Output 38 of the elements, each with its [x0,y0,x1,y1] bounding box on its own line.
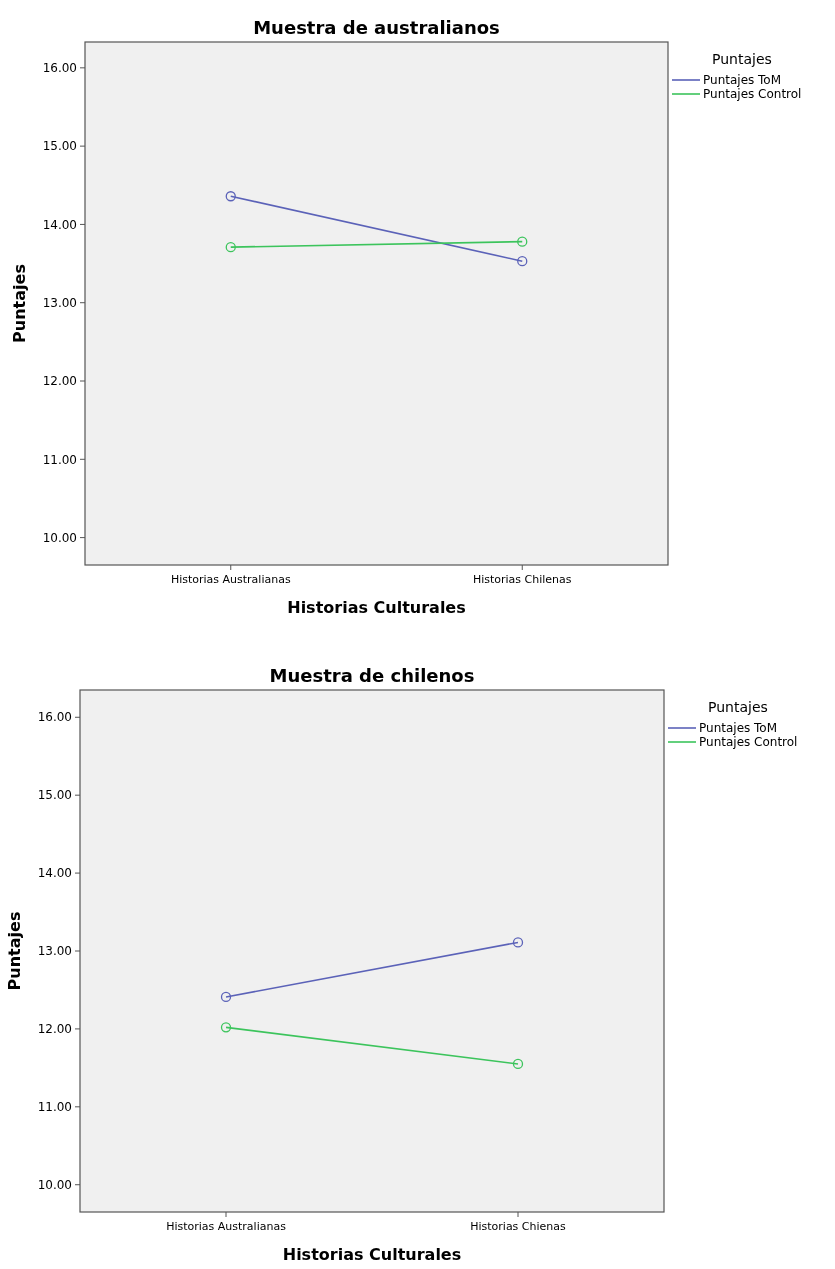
x-tick-label: Historias Chienas [470,1220,567,1233]
x-axis-title: Historias Culturales [287,598,466,617]
legend-label: Puntajes Control [703,87,802,102]
y-tick-label: 16.00 [37,710,72,725]
x-tick-label: Historias Australianas [166,1220,287,1233]
point [517,256,528,267]
y-axis-title: Puntajes [10,264,29,343]
y-tick-label: 14.00 [37,866,72,881]
point [225,241,236,253]
point [220,991,232,1003]
y-tick-label: 12.00 [42,374,77,389]
y-tick-label: 10.00 [37,1177,72,1192]
point [220,1022,232,1033]
legend-title: Puntajes [712,51,772,67]
y-tick-label: 12.00 [37,1022,72,1037]
y-tick-label: 13.00 [37,944,72,959]
legend-label: Puntajes ToM [703,73,782,88]
y-axis-title: Puntajes [5,911,24,991]
legend-title: Puntajes [708,699,768,715]
point [225,191,236,202]
y-tick-label: 11.00 [37,1100,72,1115]
y-tick-label: 13.00 [42,295,77,310]
y-tick-label: 11.00 [42,452,77,467]
point [512,937,524,948]
point [512,1058,524,1070]
y-tick-label: 14.00 [42,217,77,232]
x-axis-title: Historias Culturales [282,1245,462,1264]
x-tick-label: Historias Australianas [170,573,291,586]
y-tick-label: 15.00 [37,788,72,803]
x-tick-label: Historias Chilenas [472,573,572,586]
point [517,236,528,247]
legend-label: Puntajes ToM [699,721,778,736]
y-tick-label: 16.00 [42,61,77,76]
chart-title: Muestra de chilenos [269,665,475,686]
y-tick-label: 15.00 [42,139,77,154]
legend-label: Puntajes Control [699,735,798,750]
chart-title: Muestra de australianos [253,17,500,38]
y-tick-label: 10.00 [42,530,77,545]
